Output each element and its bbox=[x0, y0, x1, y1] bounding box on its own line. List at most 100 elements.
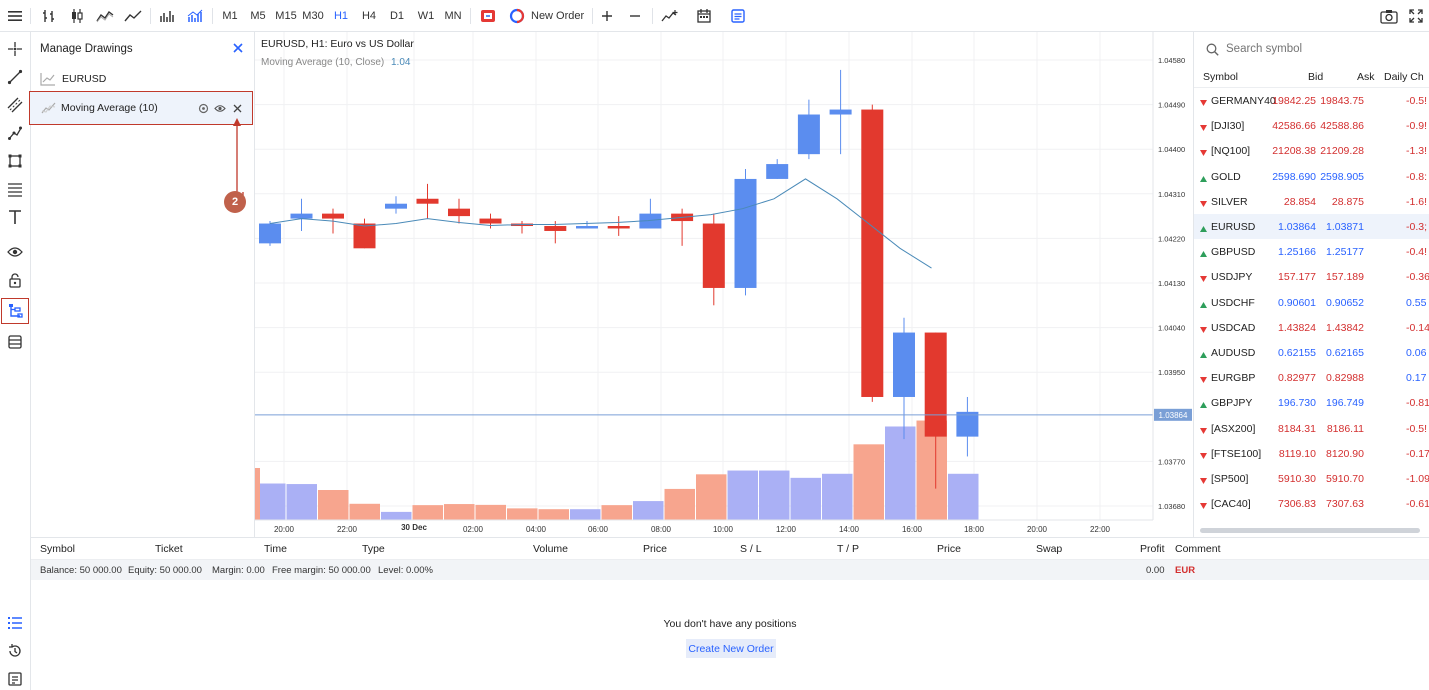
one-click-trading-icon[interactable] bbox=[477, 0, 499, 32]
col-open-price[interactable]: Price bbox=[643, 543, 667, 555]
watchlist-row[interactable]: EURGBP 0.82977 0.82988 0.17 bbox=[1194, 365, 1429, 390]
bid-price: 8184.31 bbox=[1278, 422, 1316, 435]
col-profit[interactable]: Profit bbox=[1140, 543, 1165, 555]
channel-icon[interactable] bbox=[4, 94, 26, 116]
top-toolbar: M1 M5 M15 M30 H1 H4 D1 W1 MN New Order bbox=[0, 0, 1429, 32]
equity: Equity: 50 000.00 bbox=[128, 565, 202, 576]
watchlist-row[interactable]: USDCHF 0.90601 0.90652 0.55 bbox=[1194, 290, 1429, 315]
drawing-item-eurusd[interactable]: EURUSD bbox=[31, 68, 255, 90]
zoom-in-icon[interactable] bbox=[597, 0, 617, 32]
timeframe-m15[interactable]: M15 bbox=[275, 10, 297, 22]
col-symbol[interactable]: Symbol bbox=[40, 543, 76, 555]
watchlist-row[interactable]: [NQ100] 21208.38 21209.28 -1.3! bbox=[1194, 138, 1429, 163]
watchlist-row[interactable]: [ASX200] 8184.31 8186.11 -0.5! bbox=[1194, 416, 1429, 441]
bar-chart-icon[interactable] bbox=[38, 0, 60, 32]
col-comment[interactable]: Comment bbox=[1175, 543, 1221, 555]
col-ticket[interactable]: Ticket bbox=[155, 543, 183, 555]
calendar-icon[interactable] bbox=[693, 0, 715, 32]
timeframe-m5[interactable]: M5 bbox=[250, 10, 266, 22]
history-icon[interactable] bbox=[4, 640, 26, 662]
timeframe-m1[interactable]: M1 bbox=[222, 10, 238, 22]
trend-line-icon[interactable] bbox=[4, 66, 26, 88]
daily-change: -0.4! bbox=[1406, 246, 1428, 259]
col-bid[interactable]: Bid bbox=[1308, 71, 1324, 83]
watchlist-row[interactable]: GOLD 2598.690 2598.905 -0.8: bbox=[1194, 164, 1429, 189]
screenshot-icon[interactable] bbox=[1378, 0, 1400, 32]
crosshair-icon[interactable] bbox=[4, 38, 26, 60]
new-order-button[interactable]: New Order bbox=[509, 0, 589, 32]
manage-drawings-panel: Manage Drawings EURUSD Moving Average (1… bbox=[29, 32, 255, 537]
daily-change: -0.61 bbox=[1406, 498, 1429, 511]
search-box[interactable] bbox=[1194, 32, 1429, 66]
rectangle-icon[interactable] bbox=[4, 150, 26, 172]
remove-icon[interactable] bbox=[232, 103, 243, 114]
candlestick-icon[interactable] bbox=[66, 0, 88, 32]
fibonacci-icon[interactable] bbox=[4, 178, 26, 200]
timeframe-h4[interactable]: H4 bbox=[361, 10, 377, 22]
bid-price: 19842.25 bbox=[1272, 95, 1316, 107]
watchlist-row[interactable]: [CAC40] 7306.83 7307.63 -0.61 bbox=[1194, 491, 1429, 516]
manage-drawings-icon[interactable] bbox=[1, 298, 29, 324]
zoom-out-icon[interactable] bbox=[625, 0, 645, 32]
watchlist-row[interactable]: GBPUSD 1.25166 1.25177 -0.4! bbox=[1194, 239, 1429, 264]
x-tick-label: 08:00 bbox=[651, 525, 672, 534]
templates-icon[interactable] bbox=[727, 0, 749, 32]
watchlist-row[interactable]: USDCAD 1.43824 1.43842 -0.14 bbox=[1194, 315, 1429, 340]
col-take-profit[interactable]: T / P bbox=[837, 543, 859, 555]
watchlist-row[interactable]: AUDUSD 0.62155 0.62165 0.06 bbox=[1194, 340, 1429, 365]
arrow-down-icon bbox=[1200, 324, 1207, 336]
lock-icon[interactable] bbox=[4, 269, 26, 291]
price-chart[interactable]: 1.045801.044901.044001.043101.042201.041… bbox=[255, 32, 1193, 537]
col-time[interactable]: Time bbox=[264, 543, 287, 555]
watchlist-row[interactable]: USDJPY 157.177 157.189 -0.36 bbox=[1194, 264, 1429, 289]
indicator-add-icon[interactable] bbox=[659, 0, 681, 32]
indicators-icon[interactable] bbox=[184, 0, 206, 32]
volume-bar bbox=[948, 473, 979, 520]
watchlist-row[interactable]: GBPJPY 196.730 196.749 -0.81 bbox=[1194, 390, 1429, 415]
pitchfork-icon[interactable] bbox=[4, 122, 26, 144]
col-daily-change[interactable]: Daily Ch bbox=[1384, 71, 1424, 83]
menu-icon[interactable] bbox=[4, 0, 26, 32]
col-volume[interactable]: Volume bbox=[533, 543, 569, 555]
timeframe-mn[interactable]: MN bbox=[444, 10, 462, 22]
timeframe-h1[interactable]: H1 bbox=[333, 10, 349, 22]
timeframe-w1[interactable]: W1 bbox=[417, 10, 435, 22]
close-panel-icon[interactable] bbox=[231, 41, 245, 55]
settings-icon[interactable] bbox=[198, 103, 209, 114]
timeframe-m30[interactable]: M30 bbox=[302, 10, 324, 22]
line-chart-icon[interactable] bbox=[122, 0, 144, 32]
fullscreen-icon[interactable] bbox=[1405, 0, 1427, 32]
watchlist-row[interactable]: SILVER 28.854 28.875 -1.6! bbox=[1194, 189, 1429, 214]
list-icon[interactable] bbox=[4, 612, 26, 634]
balance: Balance: 50 000.00 bbox=[40, 565, 122, 576]
search-input[interactable] bbox=[1226, 40, 1416, 58]
text-icon[interactable] bbox=[4, 206, 26, 228]
col-ask[interactable]: Ask bbox=[1357, 71, 1375, 83]
col-stop-loss[interactable]: S / L bbox=[740, 543, 762, 555]
watchlist-row[interactable]: [SP500] 5910.30 5910.70 -1.09 bbox=[1194, 466, 1429, 491]
watchlist-scrollbar[interactable] bbox=[1200, 528, 1420, 533]
y-tick-label: 1.04400 bbox=[1158, 145, 1185, 154]
volume-icon[interactable] bbox=[156, 0, 178, 32]
watchlist-row[interactable]: GERMANY40 19842.25 19843.75 -0.5! bbox=[1194, 88, 1429, 113]
watchlist-row[interactable]: [DJI30] 42586.66 42588.86 -0.9! bbox=[1194, 113, 1429, 138]
area-chart-icon[interactable] bbox=[94, 0, 116, 32]
col-symbol[interactable]: Symbol bbox=[1203, 71, 1239, 83]
eye-icon[interactable] bbox=[4, 241, 26, 263]
indicator-legend[interactable]: Moving Average (10, Close) 1.04 bbox=[261, 57, 410, 68]
drawing-item-moving-average[interactable]: Moving Average (10) bbox=[29, 91, 253, 125]
chart-area[interactable]: 1.04580 1.04490 1.04400 1.04310 1.04220 1.041… bbox=[255, 32, 1193, 537]
daily-change: -0.8: bbox=[1406, 170, 1428, 183]
timeframe-d1[interactable]: D1 bbox=[389, 10, 405, 22]
journal-icon[interactable] bbox=[4, 668, 26, 690]
col-current-price[interactable]: Price bbox=[937, 543, 961, 555]
col-swap[interactable]: Swap bbox=[1036, 543, 1063, 555]
col-type[interactable]: Type bbox=[362, 543, 385, 555]
object-tree-icon[interactable] bbox=[4, 331, 26, 353]
watchlist-row[interactable]: [FTSE100] 8119.10 8120.90 -0.17 bbox=[1194, 441, 1429, 466]
daily-change: -1.3! bbox=[1406, 145, 1428, 158]
positions-panel: Symbol Ticket Time Type Volume Price S /… bbox=[31, 537, 1429, 690]
create-new-order-button[interactable]: Create New Order bbox=[686, 639, 776, 658]
watchlist-row[interactable]: EURUSD 1.03864 1.03871 -0.3; bbox=[1194, 214, 1429, 239]
visibility-icon[interactable] bbox=[214, 104, 226, 113]
